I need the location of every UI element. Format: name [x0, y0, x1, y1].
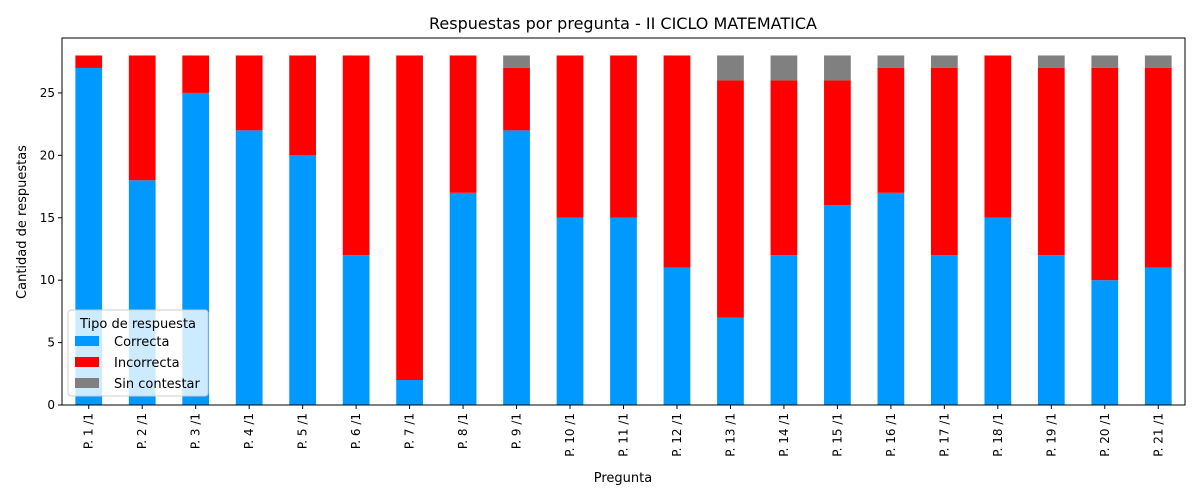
bar-correcta-16 — [877, 192, 905, 405]
bar-incorrecta-15 — [824, 80, 851, 206]
x-tick-label: P. 11 /1 — [617, 413, 631, 457]
y-tick-label: 10 — [40, 273, 55, 287]
x-tick-label: P. 7 /1 — [403, 413, 417, 449]
y-tick-label: 5 — [47, 336, 55, 350]
legend-title: Tipo de respuesta — [79, 317, 196, 332]
bar-correcta-8 — [449, 192, 477, 405]
bar-incorrecta-11 — [610, 55, 637, 218]
y-tick-label: 15 — [40, 211, 55, 225]
y-tick-label: 25 — [40, 86, 55, 100]
bar-incorrecta-4 — [235, 55, 263, 131]
bar-incorrecta-13 — [717, 80, 744, 318]
bars-layer — [75, 55, 1172, 406]
legend-label: Incorrecta — [114, 356, 180, 371]
legend-swatch-incorrecta — [75, 357, 99, 367]
bar-correcta-4 — [235, 130, 263, 405]
y-axis-label: Cantidad de respuestas — [15, 145, 30, 299]
bar-correcta-15 — [824, 205, 851, 405]
bar-sin-contestar-20 — [1091, 55, 1119, 68]
bar-incorrecta-8 — [449, 55, 477, 193]
chart-title: Respuestas por pregunta - II CICLO MATEM… — [429, 14, 817, 33]
x-axis-label: Pregunta — [594, 471, 652, 486]
bar-sin-contestar-21 — [1144, 55, 1172, 68]
x-tick-label: P. 19 /1 — [1044, 413, 1058, 457]
bar-incorrecta-16 — [877, 67, 905, 193]
bar-correcta-10 — [556, 217, 584, 405]
x-tick-label: P. 12 /1 — [670, 413, 684, 457]
legend-swatch-sin-contestar — [75, 378, 99, 388]
bar-sin-contestar-17 — [930, 55, 958, 68]
bar-incorrecta-9 — [503, 67, 530, 131]
bar-incorrecta-20 — [1091, 67, 1119, 281]
legend-swatch-correcta — [75, 336, 99, 346]
bar-incorrecta-7 — [396, 55, 423, 381]
bar-correcta-19 — [1037, 255, 1065, 405]
x-tick-label: P. 6 /1 — [349, 413, 363, 449]
x-tick-label: P. 5 /1 — [296, 413, 310, 449]
bar-incorrecta-12 — [663, 55, 691, 268]
bar-sin-contestar-15 — [824, 55, 851, 81]
bar-incorrecta-5 — [289, 55, 317, 156]
bar-correcta-5 — [289, 155, 317, 405]
bar-incorrecta-2 — [128, 55, 156, 181]
x-tick-label: P. 2 /1 — [135, 413, 149, 449]
y-tick-label: 0 — [47, 398, 55, 412]
bar-incorrecta-21 — [1144, 67, 1172, 268]
x-tick-label: P. 21 /1 — [1151, 413, 1165, 457]
bar-correcta-11 — [610, 217, 637, 405]
bar-incorrecta-17 — [930, 67, 958, 256]
bar-correcta-7 — [396, 380, 423, 405]
bar-correcta-17 — [930, 255, 958, 405]
x-tick-label: P. 1 /1 — [82, 413, 96, 449]
y-tick-label: 20 — [40, 148, 55, 162]
x-tick-label: P. 16 /1 — [884, 413, 898, 457]
bar-sin-contestar-9 — [503, 55, 530, 68]
bar-correcta-21 — [1144, 267, 1172, 405]
bar-sin-contestar-13 — [717, 55, 744, 81]
bar-correcta-12 — [663, 267, 691, 405]
bar-correcta-14 — [770, 255, 798, 405]
bar-correcta-18 — [984, 217, 1012, 405]
x-tick-label: P. 4 /1 — [242, 413, 256, 449]
bar-correcta-13 — [717, 317, 744, 405]
legend-label: Sin contestar — [114, 377, 201, 392]
bar-correcta-20 — [1091, 280, 1119, 405]
legend: Tipo de respuesta Correcta Incorrecta Sin … — [67, 309, 209, 397]
axes-layer: 0 5 10 15 20 25 P. 1 /1 P. 2 /1 P. 3 /1 P. 4 /1 P.… — [40, 37, 1186, 457]
bar-incorrecta-6 — [342, 55, 370, 256]
bar-incorrecta-3 — [182, 55, 210, 93]
x-tick-label: P. 10 /1 — [563, 413, 577, 457]
bar-incorrecta-18 — [984, 55, 1012, 218]
bar-sin-contestar-14 — [770, 55, 798, 81]
legend-box — [67, 309, 209, 397]
x-tick-label: P. 14 /1 — [777, 413, 791, 457]
bar-correcta-6 — [342, 255, 370, 405]
bar-sin-contestar-16 — [877, 55, 905, 68]
bar-incorrecta-19 — [1037, 67, 1065, 256]
bar-incorrecta-1 — [75, 55, 103, 68]
x-tick-label: P. 15 /1 — [830, 413, 844, 457]
bar-incorrecta-14 — [770, 80, 798, 256]
x-tick-label: P. 20 /1 — [1098, 413, 1112, 457]
x-tick-label: P. 9 /1 — [510, 413, 524, 449]
bar-sin-contestar-19 — [1037, 55, 1065, 68]
x-tick-label: P. 13 /1 — [723, 413, 737, 457]
legend-label: Correcta — [114, 335, 169, 350]
x-tick-label: P. 17 /1 — [937, 413, 951, 457]
x-tick-label: P. 18 /1 — [991, 413, 1005, 457]
x-tick-label: P. 8 /1 — [456, 413, 470, 449]
bar-incorrecta-10 — [556, 55, 584, 218]
bar-correcta-9 — [503, 130, 530, 405]
x-tick-label: P. 3 /1 — [189, 413, 203, 449]
